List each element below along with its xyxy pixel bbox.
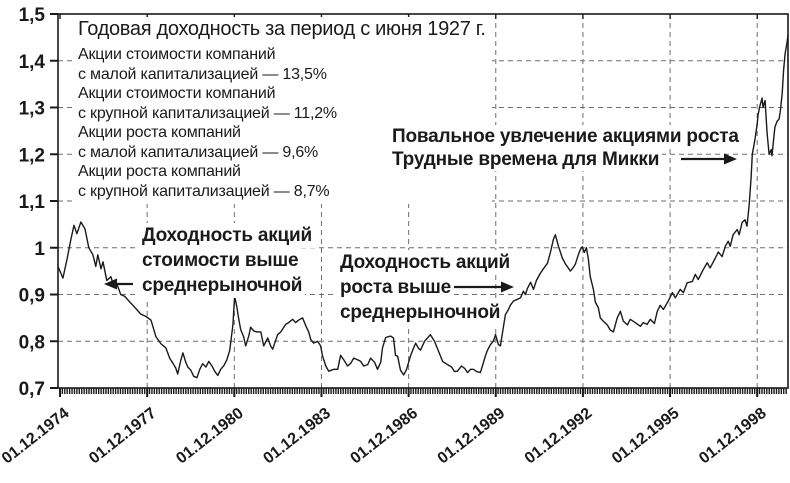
y-axis-label: 1,4 <box>19 52 46 73</box>
y-axis-label: 0,7 <box>19 379 45 400</box>
x-axis-label: 01.12.1974 <box>0 405 73 468</box>
annotation-line: стоимости выше <box>139 248 302 273</box>
x-axis-label-group: 01.12.1977 <box>86 405 160 468</box>
y-axis-label: 1,3 <box>19 99 45 120</box>
x-axis-label-group: 01.12.1980 <box>173 405 247 468</box>
x-axis-label-group: 01.12.1998 <box>696 405 770 468</box>
annotation-growth-mania: Повальное увлечение акциями роста Трудны… <box>389 125 742 171</box>
x-axis-label-group: 01.12.1995 <box>609 405 683 468</box>
legend-line: с малой капитализацией — 9,6% <box>78 143 319 161</box>
annotation-line: Доходность акций <box>139 223 315 248</box>
annotation-value-above-market: Доходность акций стоимости выше среднеры… <box>139 223 315 298</box>
x-axis-label-group: 01.12.1992 <box>522 405 596 468</box>
x-axis-label: 01.12.1986 <box>348 405 422 468</box>
annotation-line: среднерыночной <box>139 273 306 298</box>
annotation-line: Повальное увлечение акциями роста <box>389 125 742 148</box>
x-axis-label-group: 01.12.1989 <box>435 405 509 468</box>
arrowhead-icon <box>501 281 514 293</box>
annotation-growth-above-market: Доходность акций роста выше среднерыночн… <box>337 250 513 325</box>
y-axis-label: 0,8 <box>19 332 45 353</box>
x-axis-label: 01.12.1980 <box>173 405 247 468</box>
x-axis-label: 01.12.1989 <box>435 405 509 468</box>
y-axis-label: 1,5 <box>19 5 46 26</box>
x-axis-label: 01.12.1998 <box>696 405 770 468</box>
x-axis-label: 01.12.1992 <box>522 405 596 468</box>
chart-title: Годовая доходность за период с июня 1927… <box>78 18 486 40</box>
legend-line: с крупной капитализацией — 11,2% <box>78 104 337 122</box>
x-axis-label: 01.12.1977 <box>86 405 160 468</box>
x-axis-label: 01.12.1995 <box>609 405 683 468</box>
annotation-line: Трудные времена для Микки <box>389 148 663 171</box>
legend-line: Акции стоимости компаний <box>78 85 276 102</box>
series-line <box>57 34 789 379</box>
x-axis-label: 01.12.1983 <box>260 405 334 468</box>
arrowhead-icon <box>104 278 117 290</box>
legend-line: Акции роста компаний <box>78 124 241 141</box>
arrowhead-icon <box>724 153 737 165</box>
y-axis-label: 1,1 <box>19 192 46 213</box>
y-axis-label: 1,2 <box>19 145 45 166</box>
annotation-line: среднерыночной <box>337 300 504 325</box>
y-axis-label: 1 <box>34 239 45 260</box>
legend-line: Акции стоимости компаний <box>78 46 276 63</box>
legend-panel: Годовая доходность за период с июня 1927… <box>76 17 492 204</box>
x-axis-label-group: 01.12.1974 <box>0 405 73 468</box>
annotation-line: роста выше <box>337 275 454 300</box>
x-axis-label-group: 01.12.1986 <box>348 405 422 468</box>
annotation-line: Доходность акций <box>337 250 513 275</box>
legend: Акции стоимости компаний с малой капитали… <box>78 45 486 201</box>
x-axis-label-group: 01.12.1983 <box>260 405 334 468</box>
legend-line: Акции роста компаний <box>78 163 241 180</box>
legend-line: с малой капитализацией — 13,5% <box>78 65 327 83</box>
legend-line: с крупной капитализацией — 8,7% <box>78 182 330 200</box>
y-axis-label: 0,9 <box>19 286 45 307</box>
